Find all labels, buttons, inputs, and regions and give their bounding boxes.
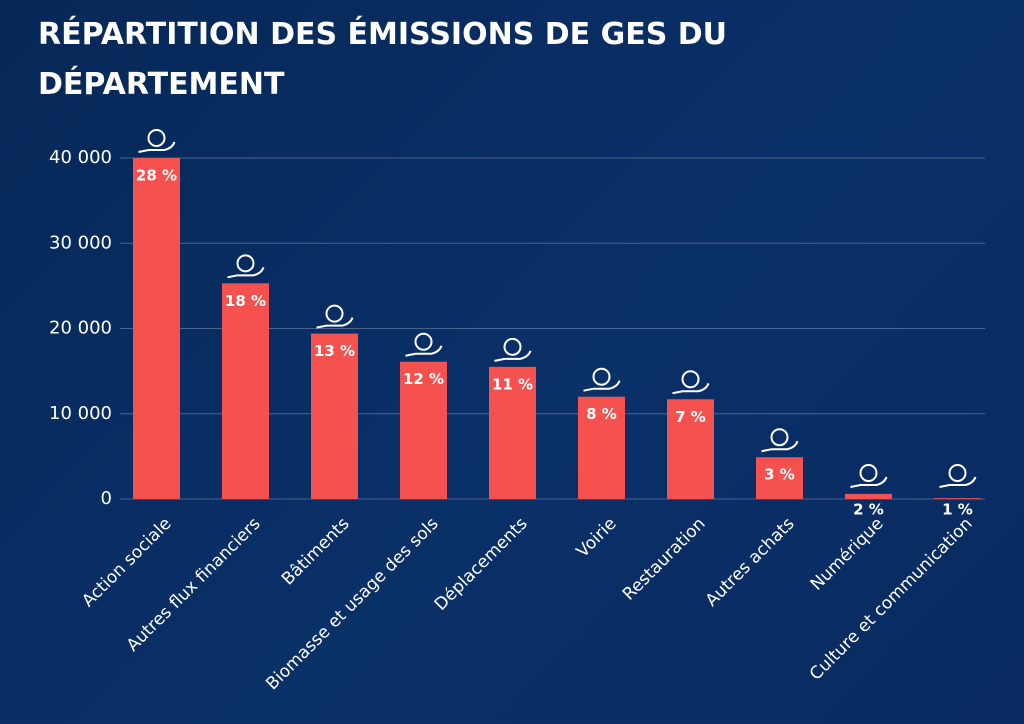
percentage-label: 12 % [403,370,444,388]
icon [494,337,532,362]
icon-shape [859,464,878,482]
icon-shape [672,382,710,395]
icon-shape [147,129,166,147]
icon [672,370,710,395]
percentage-label: 2 % [853,501,884,519]
icon-shape [236,254,255,273]
percentage-label: 28 % [136,167,177,185]
chart-title: RÉPARTITION DES ÉMISSIONS DE GES DU DÉPA… [38,17,728,102]
bar [756,457,803,499]
x-tick-label: Biomasse et usage des sols [262,514,442,694]
percentage-label: 13 % [314,342,355,360]
percentage-label: 7 % [675,408,706,426]
x-tick-label: Numérique [807,514,888,595]
icon-shape [770,428,789,447]
icon [138,129,176,153]
bar [845,493,892,499]
x-tick-label: Culture et communication [806,514,977,685]
icon-shape [405,345,443,357]
bar [667,399,714,499]
x-tick-label: Déplacements [431,514,532,615]
icon [850,464,888,488]
bar [311,333,358,499]
y-tick-label: 10 000 [49,403,112,424]
icon [761,428,799,453]
icon-shape [939,476,977,488]
y-tick-label: 20 000 [49,318,112,339]
bar [578,396,625,499]
icon-shape [316,317,354,329]
icon-shape [761,440,799,453]
bar [489,366,536,499]
bar [133,158,180,499]
percentage-label: 1 % [942,501,973,519]
icon-shape [227,266,265,279]
icon-shape [948,464,967,482]
x-tick-label: Autres achats [702,514,799,611]
y-tick-label: 30 000 [49,232,112,253]
bar [222,283,269,499]
bar [934,498,981,499]
icon-shape [681,370,700,389]
icon-shape [414,332,433,351]
icon-shape [494,350,532,362]
bar [400,361,447,499]
icon [405,332,443,357]
icon [583,367,621,392]
y-tick-label: 40 000 [49,147,112,168]
icon-shape [138,141,176,153]
icon-shape [503,337,522,356]
icon [939,464,977,488]
y-tick-label: 0 [101,488,112,509]
x-tick-label: Restauration [619,514,710,605]
icon-shape [583,380,621,392]
icon-shape [325,304,344,323]
percentage-label: 8 % [586,405,617,423]
percentage-label: 3 % [764,466,795,484]
icon-shape [592,367,611,386]
icon-shape [850,476,888,488]
percentage-label: 18 % [225,292,266,310]
icon [227,254,265,279]
x-tick-label: Bâtiments [278,514,354,590]
x-tick-label: Action sociale [78,514,175,611]
icon [316,304,354,329]
percentage-label: 11 % [492,375,533,393]
x-tick-label: Voirie [573,514,621,562]
